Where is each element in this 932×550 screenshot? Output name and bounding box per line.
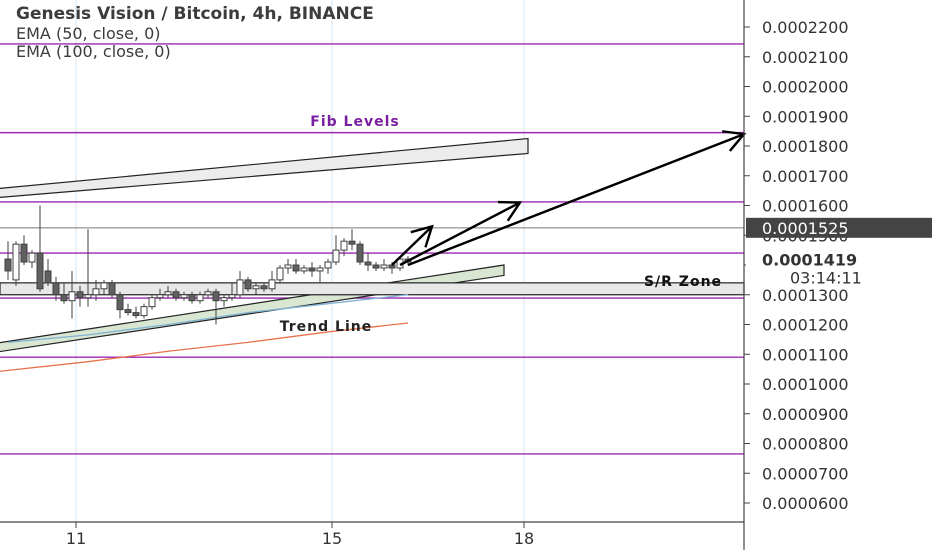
last-price-box [746, 217, 932, 238]
candle-body [60, 294, 68, 302]
candle-body [316, 267, 324, 272]
trend-line-label: Trend Line [280, 319, 372, 335]
candle-body [84, 294, 92, 299]
grid-lines [75, 0, 525, 522]
countdown-timer: 03:14:11 [790, 268, 862, 287]
candle-body [164, 291, 172, 296]
candle-body [276, 267, 284, 281]
candle-body [252, 285, 260, 290]
candle-body [236, 279, 244, 296]
price-tick-label: 0.0001900 [762, 107, 849, 126]
projection-arrow[interactable] [391, 225, 433, 266]
price-tick-label: 0.0001100 [762, 345, 849, 364]
countdown-price: 0.0001419 [762, 250, 857, 269]
ema-100-line [0, 322, 409, 372]
candle-body [4, 258, 12, 272]
price-markers: 0.0001525 0.0001419 03:14:11 [746, 217, 932, 287]
candle-body [356, 243, 364, 263]
price-tick-label: 0.0002200 [762, 18, 849, 37]
candlesticks [4, 205, 412, 325]
candle-body [148, 297, 156, 308]
ema-lines [0, 294, 409, 372]
price-tick-label: 0.0001800 [762, 137, 849, 156]
price-tick-label: 0.0000600 [762, 494, 849, 513]
candle-body [28, 252, 36, 263]
candle-body [300, 267, 308, 272]
last-price-label: 0.0001525 [762, 219, 849, 238]
candle-body [156, 294, 164, 299]
candle-body [268, 279, 276, 290]
candle-body [100, 282, 108, 290]
candle-body [12, 243, 20, 281]
candle-body [364, 261, 372, 266]
upper-channel[interactable] [0, 137, 529, 199]
annotations: Fib Levels S/R Zone Trend Line [280, 114, 722, 335]
candle-body [92, 288, 100, 296]
arrow-head [497, 200, 523, 222]
candle-body [172, 291, 180, 299]
candle-body [188, 294, 196, 302]
candle-body [244, 279, 252, 290]
candle-body [332, 249, 340, 263]
candle-body [228, 294, 236, 299]
candle-body [204, 291, 212, 296]
candle-body [220, 297, 228, 302]
price-tick-label: 0.0000700 [762, 464, 849, 483]
price-tick-label: 0.0001200 [762, 316, 849, 335]
price-tick-label: 0.0001000 [762, 375, 849, 394]
candle-body [372, 264, 380, 269]
candle-body [108, 282, 116, 296]
candle-body [380, 264, 388, 269]
candle-body [52, 282, 60, 296]
projection-arrow[interactable] [407, 132, 745, 267]
candle-body [76, 291, 84, 299]
ema-100-label: EMA (100, close, 0) [16, 42, 171, 61]
candle-body [284, 264, 292, 269]
chart-title: Genesis Vision / Bitcoin, 4h, BINANCE [16, 4, 374, 24]
time-tick-label: 15 [322, 529, 342, 548]
price-tick-label: 0.0000900 [762, 405, 849, 424]
candle-body [260, 285, 268, 290]
price-tick-label: 0.0001700 [762, 167, 849, 186]
projection-arrow[interactable] [399, 201, 521, 267]
candle-body [292, 264, 300, 272]
time-tick-label: 11 [66, 529, 86, 548]
countdown-box [746, 245, 932, 284]
candle-body [44, 270, 52, 284]
candle-body [180, 294, 188, 299]
candle-body [20, 243, 28, 263]
candle-body [116, 294, 124, 311]
price-tick-label: 0.0001600 [762, 197, 849, 216]
arrow-head [410, 224, 434, 248]
time-axis[interactable]: 11 15 18 [0, 521, 744, 548]
fib-levels[interactable] [0, 43, 744, 455]
projection-arrows[interactable] [391, 130, 747, 267]
candle-body [388, 264, 396, 269]
price-tick-label: 0.0002100 [762, 48, 849, 67]
candle-body [348, 240, 356, 245]
candle-body [340, 240, 348, 251]
ema-50-label: EMA (50, close, 0) [16, 24, 161, 43]
candle-body [124, 309, 132, 314]
candle-body [308, 267, 316, 272]
candle-body [212, 291, 220, 302]
ema-50-line [7, 294, 409, 343]
price-tick-label: 0.0000800 [762, 435, 849, 454]
price-tick-label: 0.0001300 [762, 286, 849, 305]
candle-body [324, 261, 332, 269]
candle-body [196, 294, 204, 302]
chart-legend: Genesis Vision / Bitcoin, 4h, BINANCE EM… [16, 4, 374, 61]
price-tick-label: 0.0002000 [762, 78, 849, 97]
candle-body [68, 291, 76, 302]
candle-body [36, 252, 44, 290]
candle-body [140, 306, 148, 317]
candle-body [132, 312, 140, 317]
sr-zone-label: S/R Zone [644, 274, 722, 290]
fib-levels-label: Fib Levels [310, 114, 399, 130]
time-tick-label: 18 [514, 529, 534, 548]
